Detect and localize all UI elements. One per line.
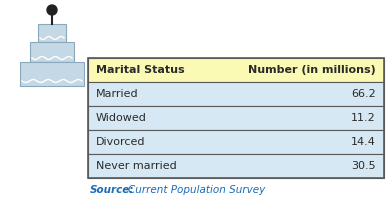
FancyBboxPatch shape: [88, 58, 384, 82]
Text: Current Population Survey: Current Population Survey: [128, 185, 265, 195]
Text: Widowed: Widowed: [96, 113, 147, 123]
FancyBboxPatch shape: [88, 106, 384, 130]
FancyBboxPatch shape: [88, 130, 384, 154]
Text: Divorced: Divorced: [96, 137, 145, 147]
Text: Never married: Never married: [96, 161, 177, 171]
FancyBboxPatch shape: [30, 42, 74, 62]
Text: 30.5: 30.5: [352, 161, 376, 171]
Text: Source:: Source:: [90, 185, 135, 195]
Text: 14.4: 14.4: [351, 137, 376, 147]
Text: 11.2: 11.2: [351, 113, 376, 123]
FancyBboxPatch shape: [20, 62, 84, 86]
FancyBboxPatch shape: [88, 154, 384, 178]
Text: Marital Status: Marital Status: [96, 65, 185, 75]
Text: Married: Married: [96, 89, 139, 99]
FancyBboxPatch shape: [38, 24, 66, 42]
Text: 66.2: 66.2: [351, 89, 376, 99]
Text: Number (in millions): Number (in millions): [248, 65, 376, 75]
Circle shape: [47, 5, 57, 15]
FancyBboxPatch shape: [88, 82, 384, 106]
